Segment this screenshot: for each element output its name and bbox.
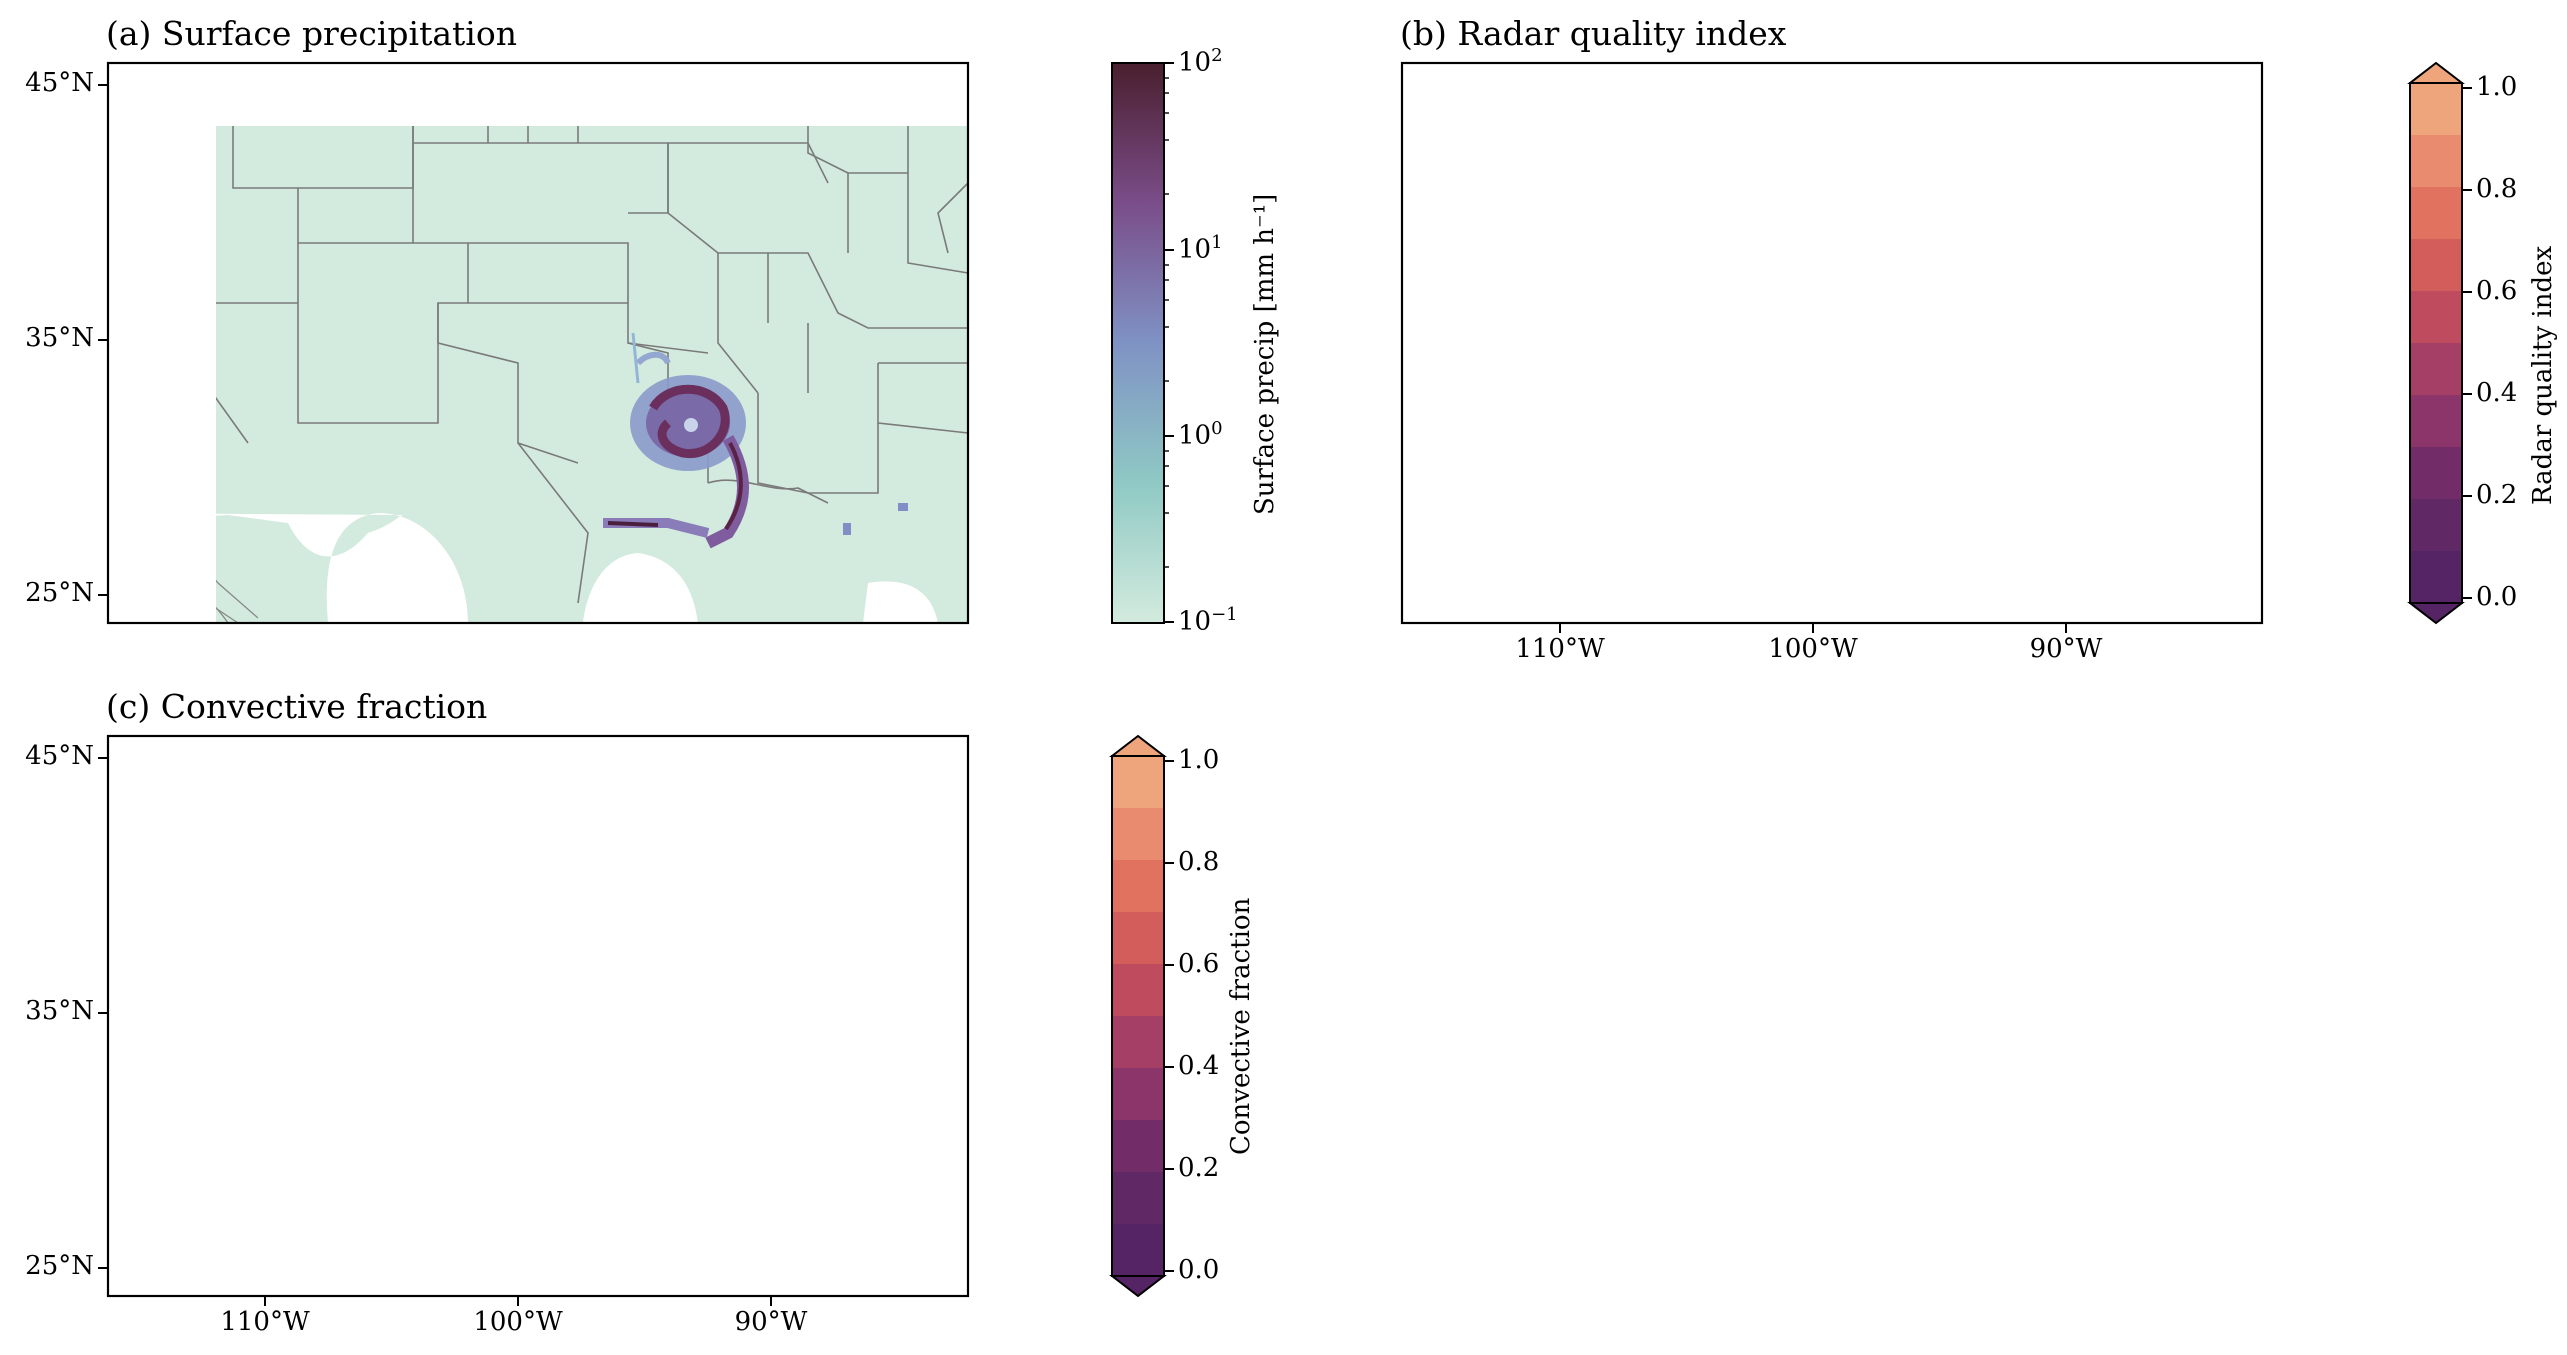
radar-coverage-circles	[1392, 23, 2297, 613]
panel-c-map	[108, 736, 968, 1296]
cb-b-tick-0-2: 0.2	[2476, 480, 2518, 510]
cb-c-tick-0-6: 0.6	[1178, 949, 1220, 979]
panel-a-frame	[106, 61, 970, 625]
hurricane-precip	[603, 332, 749, 549]
panel-b-title: (b) Radar quality index	[1400, 14, 1787, 53]
cb-c-tick-0-0: 0.0	[1178, 1255, 1220, 1285]
colorbar-b	[2407, 61, 2472, 625]
lon-label-c-100: 100°W	[473, 1307, 563, 1337]
panel-b-frame	[1400, 61, 2264, 625]
cb-a-tick-100: 102	[1178, 45, 1223, 78]
cb-a-tick-0-1: 10−1	[1178, 604, 1238, 637]
cb-c-tick-0-4: 0.4	[1178, 1051, 1220, 1081]
cb-b-tick-1-0: 1.0	[2476, 72, 2518, 102]
cb-c-tick-0-8: 0.8	[1178, 847, 1220, 877]
cb-c-label: Convective fraction	[1226, 897, 1256, 1155]
lon-label-b-100: 100°W	[1768, 634, 1858, 664]
axis-ticks	[98, 84, 2067, 1306]
lat-label-a-45: 45°N	[25, 68, 94, 98]
cb-b-label: Radar quality index	[2528, 245, 2558, 505]
lon-label-c-90: 90°W	[734, 1307, 808, 1337]
lon-label-b-90: 90°W	[2029, 634, 2103, 664]
convective-cells	[120, 736, 806, 1196]
lat-label-a-25: 25°N	[25, 578, 94, 608]
panel-c-frame	[106, 734, 970, 1298]
lat-label-c-25: 25°N	[25, 1251, 94, 1281]
panel-a-map	[216, 126, 969, 624]
cb-c-tick-0-2: 0.2	[1178, 1153, 1220, 1183]
panel-a-title: (a) Surface precipitation	[106, 14, 517, 53]
lat-label-a-35: 35°N	[25, 323, 94, 353]
cb-a-tick-1: 100	[1178, 418, 1223, 451]
cb-b-tick-0-0: 0.0	[2476, 582, 2518, 612]
colorbar-a	[1111, 62, 1165, 624]
panel-c-title: (c) Convective fraction	[106, 687, 488, 726]
cb-a-label: Surface precip [mm h⁻¹]	[1250, 193, 1280, 515]
cb-b-tick-0-6: 0.6	[2476, 276, 2518, 306]
lat-label-c-45: 45°N	[25, 741, 94, 771]
cb-b-tick-0-8: 0.8	[2476, 174, 2518, 204]
lon-label-b-110: 110°W	[1515, 634, 1605, 664]
cb-c-tick-1-0: 1.0	[1178, 745, 1220, 775]
cb-a-tick-10: 101	[1178, 232, 1223, 265]
colorbar-c	[1109, 734, 1174, 1298]
scattered-precip	[843, 503, 908, 535]
panel-b-map	[1392, 23, 2297, 623]
colorbar-a-ticks	[1164, 62, 1174, 623]
lon-label-c-110: 110°W	[220, 1307, 310, 1337]
cb-b-tick-0-4: 0.4	[2476, 378, 2518, 408]
lat-label-c-35: 35°N	[25, 996, 94, 1026]
